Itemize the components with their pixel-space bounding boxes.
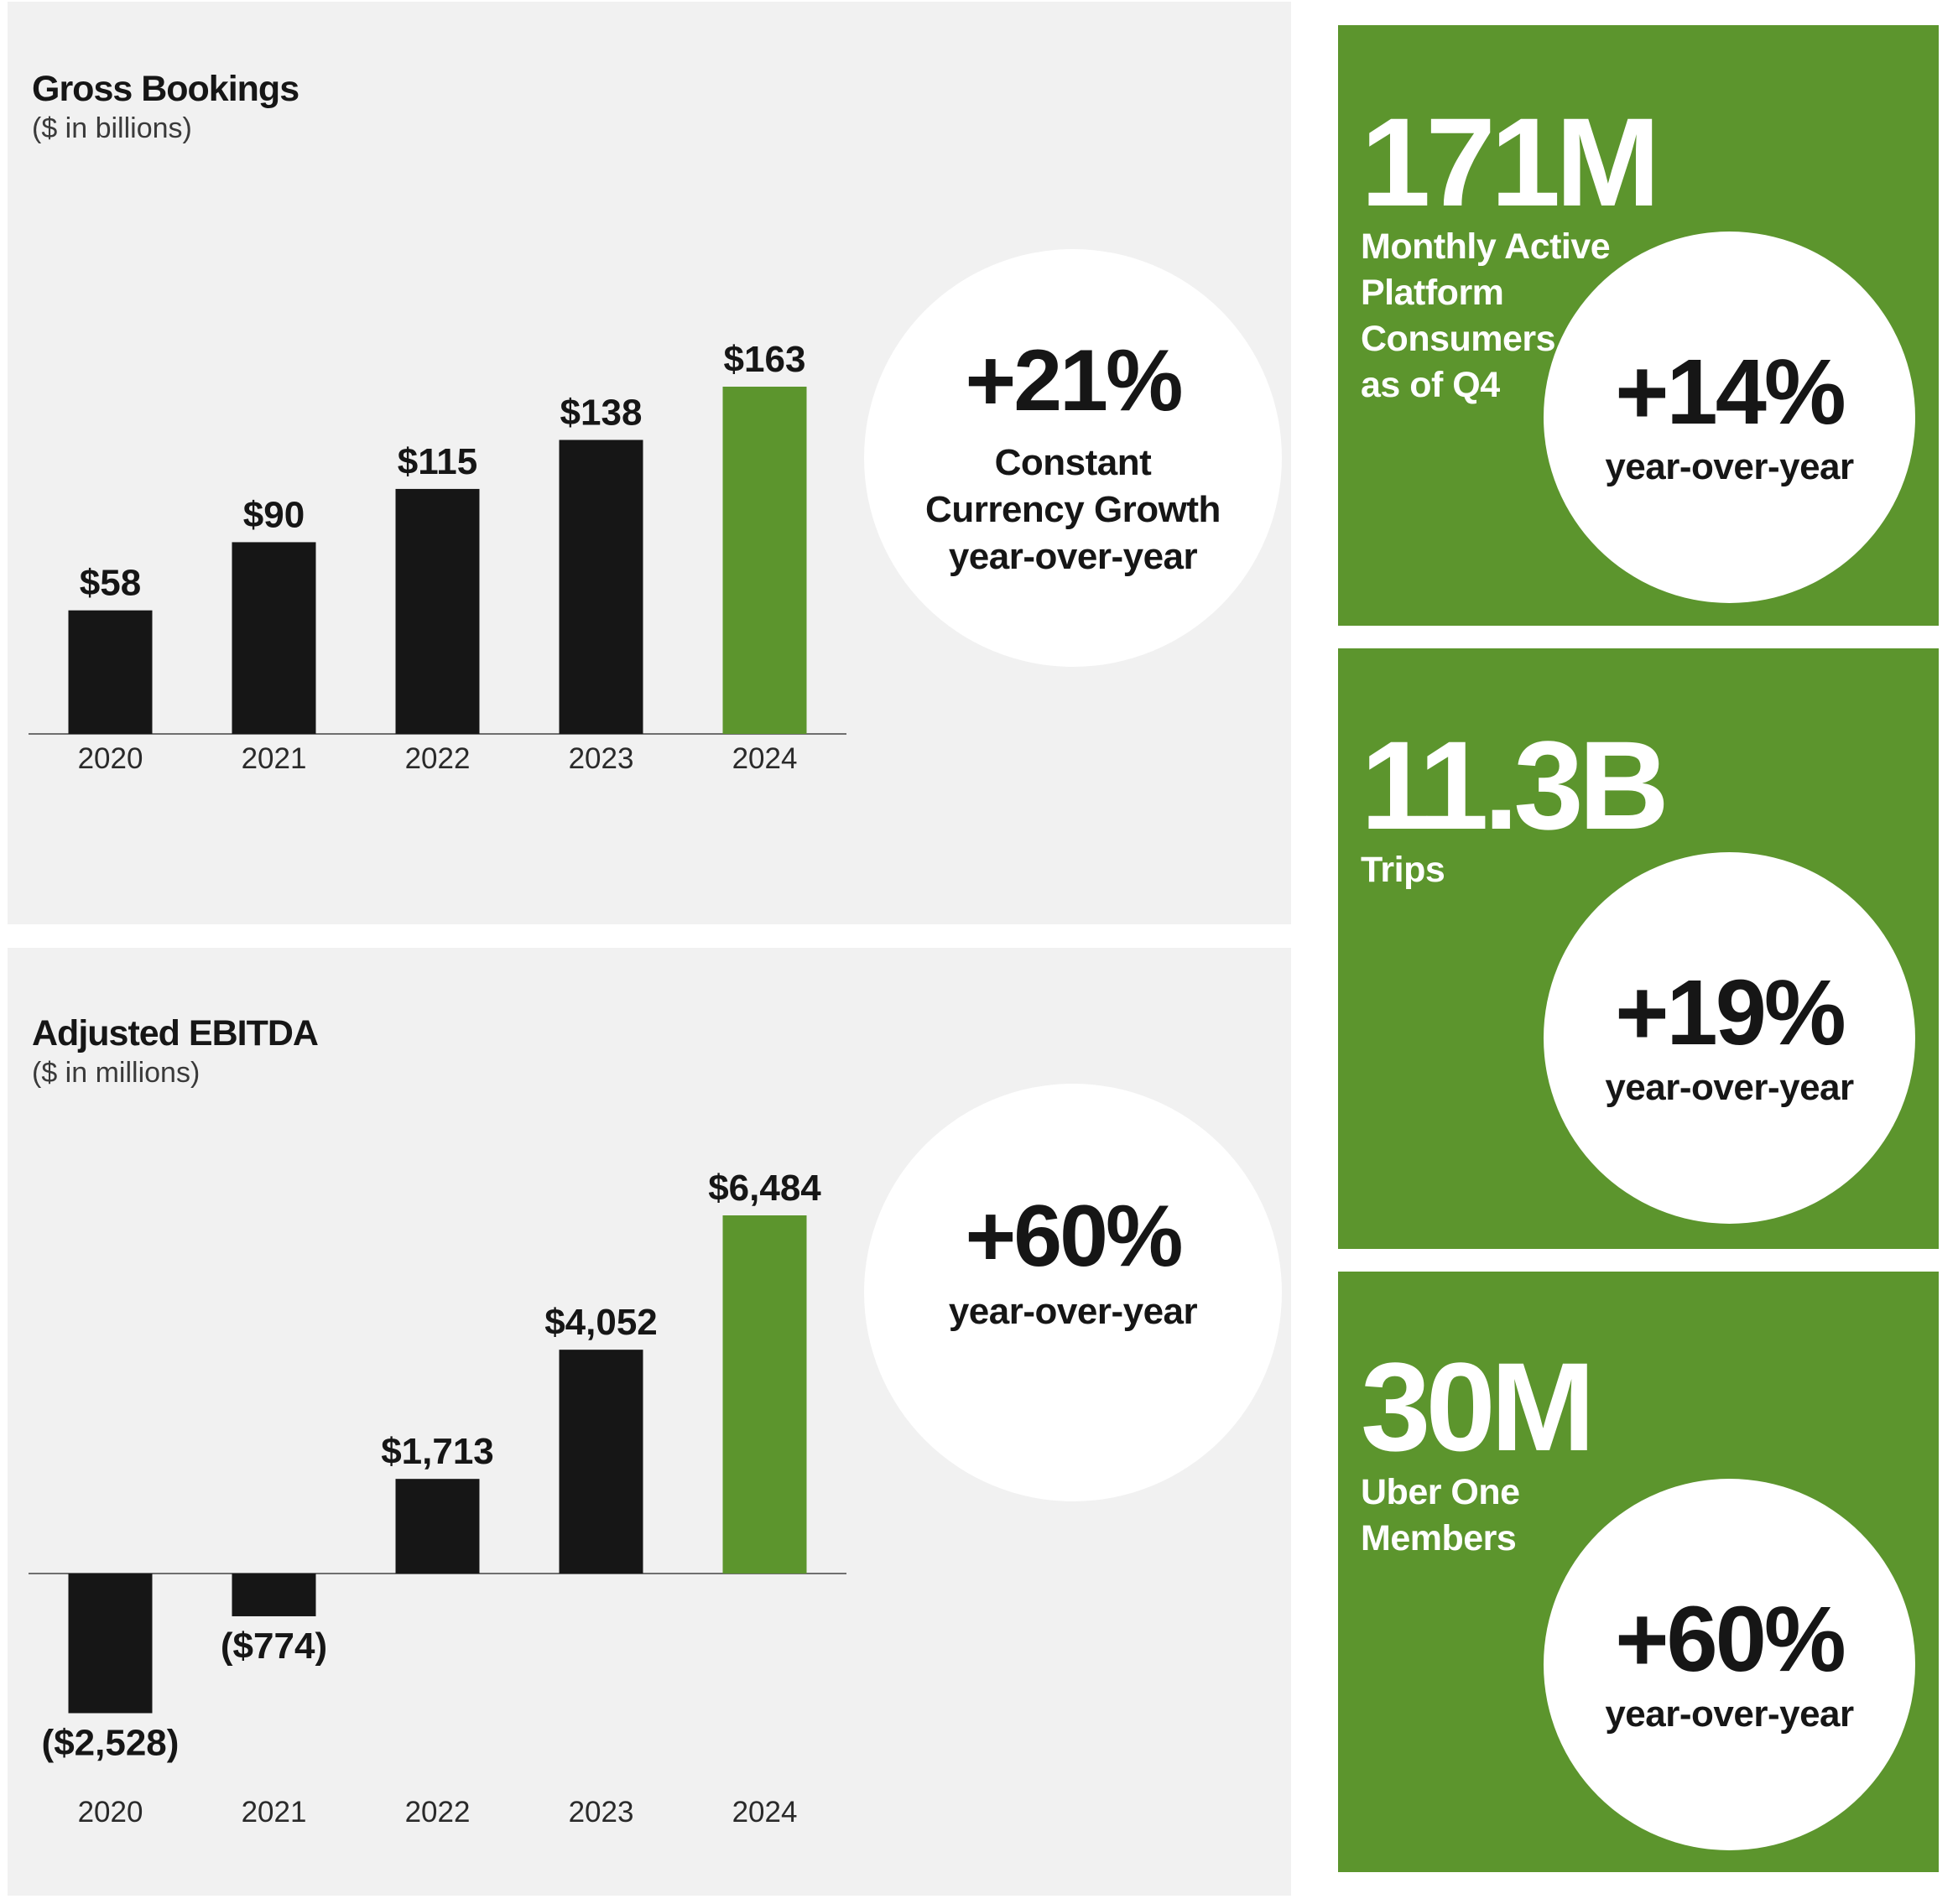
card-label-line: Members <box>1361 1518 1517 1558</box>
bar-2024 <box>722 1215 807 1574</box>
gross-bookings-panel: Gross Bookings ($ in billions) $58 2020 $9… <box>8 2 1291 924</box>
gross-bookings-chart: $58 2020 $90 2021 $115 2022 $138 2023 $163 2024 <box>29 339 846 775</box>
adjusted-ebitda-growth-caption: year-over-year <box>948 1288 1198 1335</box>
bar-2021 <box>232 542 316 734</box>
card-label-line: as of Q4 <box>1361 365 1500 405</box>
x-tick-label-2021: 2021 <box>242 742 307 775</box>
data-label-2022: $115 <box>398 441 477 482</box>
mapcs-label: Monthly Active Platform Consumers as of … <box>1361 224 1611 408</box>
mapcs-growth-value: +14% <box>1615 340 1846 444</box>
uber-one-value: 30M <box>1361 1336 1596 1477</box>
mapcs-growth-label: year-over-year <box>1605 446 1854 488</box>
data-label-2022: $1,713 <box>381 1431 494 1472</box>
card-label-line: Consumers <box>1361 319 1556 359</box>
x-tick-label-2020: 2020 <box>78 1796 143 1829</box>
bar-2023 <box>559 440 643 734</box>
trips-growth-label: year-over-year <box>1605 1067 1854 1109</box>
x-tick-label-2023: 2023 <box>569 742 634 775</box>
card-label-line: Monthly Active <box>1361 226 1611 267</box>
x-tick-label-2022: 2022 <box>405 742 471 775</box>
trips-growth-value: +19% <box>1615 960 1846 1064</box>
card-label-line: Platform <box>1361 273 1504 313</box>
trips-value: 11.3B <box>1361 715 1669 856</box>
x-tick-label-2024: 2024 <box>732 1796 798 1829</box>
bar-2022 <box>395 488 480 734</box>
uber-one-growth-circle: +60% year-over-year <box>1544 1479 1915 1850</box>
uber-one-label: Uber One Members <box>1361 1470 1520 1562</box>
data-label-2021: ($774) <box>221 1626 327 1667</box>
adjusted-ebitda-chart: ($2,528) 2020 ($774) 2021 $1,713 2022 $4,052 20… <box>29 1168 846 1829</box>
data-label-2021: $90 <box>243 494 305 535</box>
adjusted-ebitda-panel: Adjusted EBITDA ($ in millions) ($2,528)… <box>8 948 1291 1896</box>
gross-bookings-title: Gross Bookings <box>32 69 299 109</box>
adjusted-ebitda-growth-value: +60% <box>965 1188 1184 1286</box>
data-label-2020: $58 <box>80 563 141 604</box>
card-label-line: Trips <box>1361 850 1445 890</box>
x-tick-label-2023: 2023 <box>569 1796 634 1829</box>
gross-bookings-growth-caption: Constant Currency Growth year-over-year <box>925 440 1221 580</box>
trips-growth-circle: +19% year-over-year <box>1544 852 1915 1224</box>
gross-bookings-subtitle: ($ in billions) <box>32 112 192 144</box>
mapcs-value: 171M <box>1361 91 1660 232</box>
data-label-2024: $163 <box>724 339 806 380</box>
growth-caption-line: year-over-year <box>948 1290 1198 1332</box>
trips-label: Trips <box>1361 847 1445 893</box>
bar-2021 <box>232 1574 316 1616</box>
mapcs-growth-circle: +14% year-over-year <box>1544 231 1915 603</box>
growth-caption-line: year-over-year <box>948 535 1198 577</box>
x-tick-label-2021: 2021 <box>242 1796 307 1829</box>
gross-bookings-growth-circle: +21% Constant Currency Growth year-over-… <box>864 249 1282 667</box>
adjusted-ebitda-subtitle: ($ in millions) <box>32 1057 200 1089</box>
adjusted-ebitda-growth-circle: +60% year-over-year <box>864 1084 1282 1501</box>
bar-2022 <box>395 1479 480 1574</box>
card-label-line: Uber One <box>1361 1472 1520 1512</box>
x-tick-label-2022: 2022 <box>405 1796 471 1829</box>
bar-2024 <box>722 387 807 734</box>
data-label-2020: ($2,528) <box>42 1722 180 1763</box>
mapcs-card: 171M Monthly Active Platform Consumers a… <box>1338 25 1939 626</box>
uber-one-growth-value: +60% <box>1615 1587 1846 1691</box>
data-label-2024: $6,484 <box>708 1168 821 1209</box>
uber-one-growth-label: year-over-year <box>1605 1693 1854 1735</box>
uber-one-card: 30M Uber One Members +60% year-over-year <box>1338 1272 1939 1872</box>
bar-2020 <box>68 610 153 734</box>
growth-caption-line: Currency Growth <box>925 488 1221 530</box>
x-tick-label-2020: 2020 <box>78 742 143 775</box>
bar-2020 <box>68 1574 153 1714</box>
bar-2023 <box>559 1350 643 1574</box>
data-label-2023: $4,052 <box>544 1302 658 1343</box>
growth-caption-line: Constant <box>994 441 1152 483</box>
gross-bookings-growth-value: +21% <box>965 332 1184 430</box>
adjusted-ebitda-title: Adjusted EBITDA <box>32 1013 319 1053</box>
x-tick-label-2024: 2024 <box>732 742 798 775</box>
data-label-2023: $138 <box>560 392 643 433</box>
trips-card: 11.3B Trips +19% year-over-year <box>1338 648 1939 1249</box>
